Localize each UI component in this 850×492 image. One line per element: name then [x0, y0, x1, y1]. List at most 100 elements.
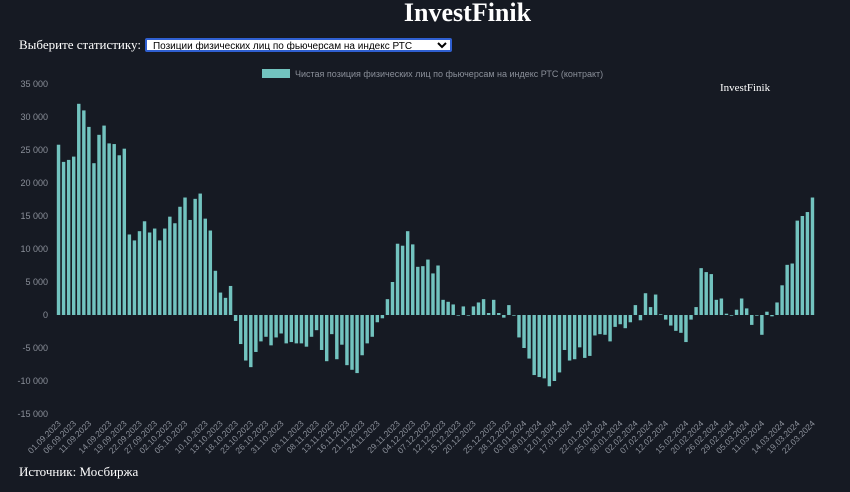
bar[interactable] — [345, 315, 349, 366]
bar[interactable] — [385, 299, 390, 315]
bar[interactable] — [795, 220, 800, 315]
bar[interactable] — [411, 244, 415, 315]
statistic-select[interactable]: Позиции физических лиц по фьючерсам на и… — [144, 38, 452, 52]
bar[interactable] — [77, 103, 81, 315]
bar[interactable] — [689, 315, 693, 320]
bar[interactable] — [238, 315, 243, 345]
bar[interactable] — [365, 315, 369, 344]
bar[interactable] — [274, 315, 278, 338]
bar[interactable] — [653, 294, 658, 315]
bar[interactable] — [178, 206, 182, 315]
bar[interactable] — [684, 315, 688, 343]
bar[interactable] — [117, 155, 121, 315]
bar[interactable] — [567, 315, 572, 361]
bar[interactable] — [360, 315, 364, 356]
legend[interactable]: Чистая позиция физических лиц по фьючерс… — [262, 69, 603, 79]
bar[interactable] — [709, 274, 713, 315]
bar[interactable] — [309, 315, 314, 337]
bar[interactable] — [562, 315, 567, 350]
bar[interactable] — [279, 315, 283, 334]
bar[interactable] — [61, 161, 66, 315]
bar[interactable] — [249, 315, 253, 368]
bar[interactable] — [664, 315, 668, 320]
bar[interactable] — [739, 298, 744, 316]
bar[interactable] — [658, 314, 663, 315]
bar[interactable] — [188, 219, 192, 315]
bar[interactable] — [370, 315, 374, 337]
bar[interactable] — [183, 197, 187, 315]
bar[interactable] — [158, 240, 162, 315]
bar[interactable] — [527, 315, 531, 359]
bar[interactable] — [203, 218, 207, 315]
bar[interactable] — [572, 315, 577, 360]
bar[interactable] — [330, 315, 334, 335]
bar[interactable] — [163, 228, 167, 315]
bar[interactable] — [633, 305, 638, 315]
bar[interactable] — [390, 282, 395, 315]
bar[interactable] — [679, 315, 683, 333]
bar[interactable] — [481, 299, 486, 315]
bar[interactable] — [92, 163, 96, 315]
bar[interactable] — [137, 231, 142, 315]
bar[interactable] — [577, 315, 582, 348]
bar[interactable] — [694, 307, 698, 315]
bar[interactable] — [198, 193, 202, 315]
bar[interactable] — [314, 315, 319, 331]
bar[interactable] — [142, 221, 147, 315]
bar[interactable] — [471, 306, 476, 315]
bar[interactable] — [552, 315, 557, 381]
bar[interactable] — [304, 315, 309, 347]
bar[interactable] — [755, 315, 759, 316]
bar[interactable] — [102, 125, 106, 315]
bar[interactable] — [289, 315, 294, 343]
bar[interactable] — [486, 313, 491, 315]
bar[interactable] — [760, 315, 764, 335]
bar[interactable] — [324, 315, 329, 362]
bar[interactable] — [557, 315, 562, 373]
bar[interactable] — [56, 144, 61, 315]
bar[interactable] — [714, 299, 719, 315]
bar[interactable] — [785, 264, 789, 315]
bar[interactable] — [456, 315, 460, 316]
bar[interactable] — [729, 315, 734, 316]
bar[interactable] — [674, 315, 678, 331]
bar[interactable] — [294, 315, 299, 344]
bar[interactable] — [87, 126, 91, 316]
bar[interactable] — [299, 315, 304, 344]
bar[interactable] — [340, 315, 344, 345]
bar[interactable] — [112, 144, 116, 315]
bar[interactable] — [532, 315, 536, 376]
bar[interactable] — [497, 313, 501, 315]
bar[interactable] — [699, 268, 703, 315]
bar[interactable] — [613, 315, 617, 327]
bar[interactable] — [436, 265, 440, 316]
bar[interactable] — [269, 315, 273, 346]
bar[interactable] — [734, 309, 739, 315]
bar[interactable] — [380, 315, 385, 319]
bar[interactable] — [213, 270, 218, 315]
bar[interactable] — [750, 315, 754, 325]
bar[interactable] — [623, 315, 627, 329]
bar[interactable] — [264, 315, 268, 337]
bar[interactable] — [724, 313, 729, 315]
bar[interactable] — [335, 315, 339, 360]
bar[interactable] — [152, 228, 157, 315]
bar[interactable] — [588, 315, 592, 356]
bar[interactable] — [405, 231, 410, 315]
bar[interactable] — [628, 315, 633, 323]
bar[interactable] — [223, 297, 228, 315]
bar[interactable] — [228, 285, 233, 315]
bar[interactable] — [512, 315, 516, 316]
bar[interactable] — [805, 212, 810, 315]
bar[interactable] — [593, 315, 597, 336]
bar[interactable] — [770, 315, 774, 317]
bar[interactable] — [375, 315, 380, 323]
bar[interactable] — [244, 315, 248, 361]
bar[interactable] — [466, 315, 471, 316]
bar[interactable] — [355, 315, 359, 374]
bar[interactable] — [537, 315, 541, 378]
bar[interactable] — [441, 299, 445, 315]
bar[interactable] — [193, 198, 197, 315]
bar[interactable] — [542, 315, 547, 379]
bar[interactable] — [790, 263, 794, 315]
